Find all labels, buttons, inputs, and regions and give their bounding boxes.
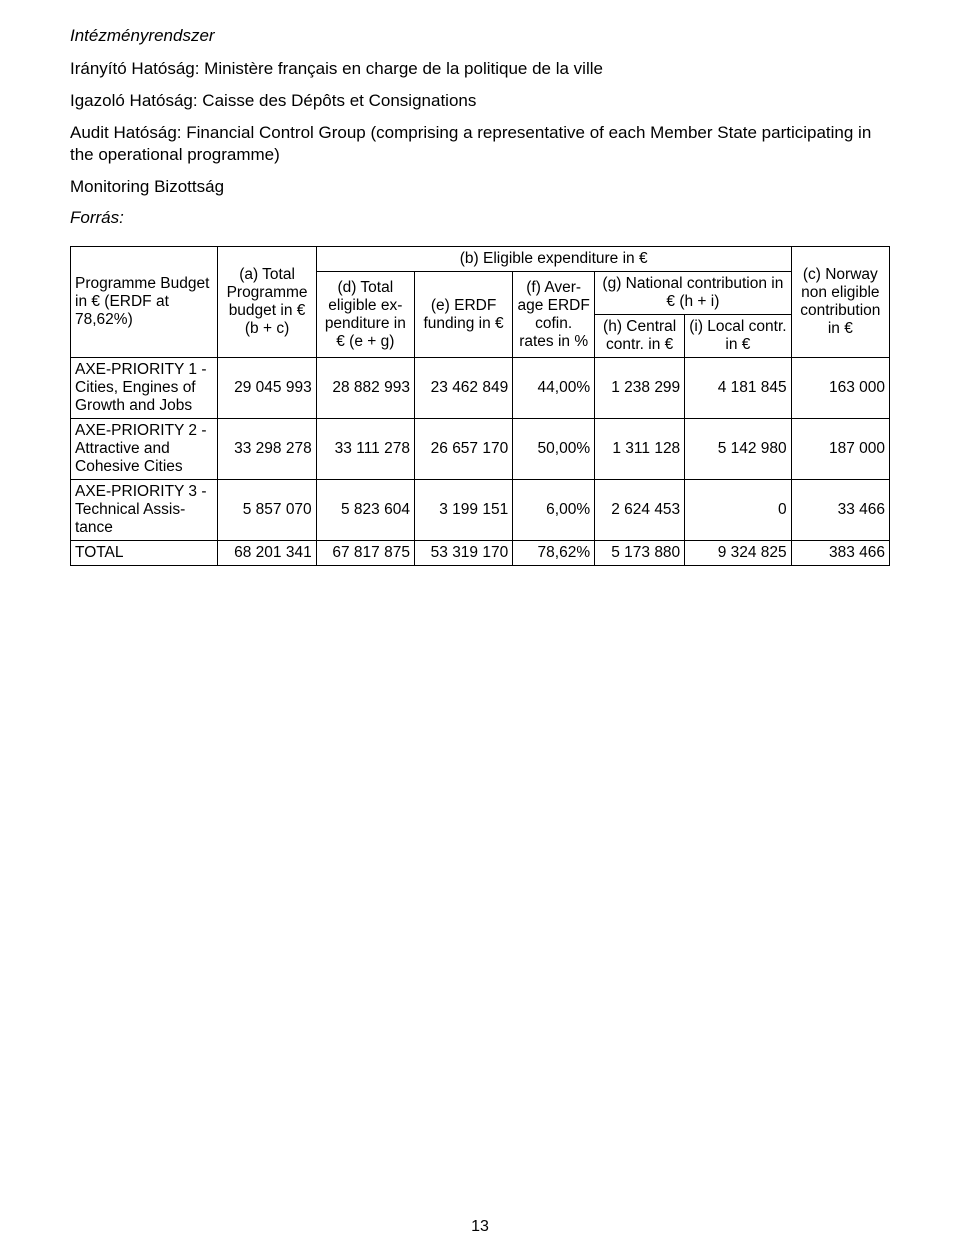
- cell-f: 50,00%: [513, 419, 595, 480]
- cell-i: 4 181 845: [685, 358, 791, 419]
- header-programme-budget: Programme Budget in € (ERDF at 78,62%): [71, 247, 218, 358]
- cell-i: 0: [685, 480, 791, 541]
- header-d-total-eligible: (d) Total eligible ex­penditure in € (e …: [316, 272, 414, 358]
- cell-a: 68 201 341: [218, 541, 316, 566]
- table-header: Programme Budget in € (ERDF at 78,62%) (…: [71, 247, 890, 358]
- body-line: Irányító Hatóság: Ministère français en …: [70, 58, 890, 80]
- body-line: Monitoring Bizottság: [70, 176, 890, 198]
- body-line: Audit Hatóság: Financial Control Group (…: [70, 122, 890, 166]
- cell-a: 5 857 070: [218, 480, 316, 541]
- row-label: AXE-PRIORITY 1 - Cities, Engines of Grow…: [71, 358, 218, 419]
- table-row-total: TOTAL 68 201 341 67 817 875 53 319 170 7…: [71, 541, 890, 566]
- cell-d: 28 882 993: [316, 358, 414, 419]
- page-number: 13: [0, 1218, 960, 1236]
- header-b-eligible-group: (b) Eligible expenditure in €: [316, 247, 791, 272]
- cell-i: 5 142 980: [685, 419, 791, 480]
- cell-e: 26 657 170: [414, 419, 512, 480]
- cell-d: 5 823 604: [316, 480, 414, 541]
- page: Intézményrendszer Irányító Hatóság: Mini…: [0, 0, 960, 1256]
- cell-d: 67 817 875: [316, 541, 414, 566]
- cell-f: 6,00%: [513, 480, 595, 541]
- cell-f: 44,00%: [513, 358, 595, 419]
- header-f-cofin-rate: (f) Aver­age ERDF cofin. rates in %: [513, 272, 595, 358]
- cell-e: 3 199 151: [414, 480, 512, 541]
- cell-a: 33 298 278: [218, 419, 316, 480]
- header-c-norway: (c) Norway non eligible contribution in …: [791, 247, 889, 358]
- cell-f: 78,62%: [513, 541, 595, 566]
- cell-a: 29 045 993: [218, 358, 316, 419]
- cell-c: 163 000: [791, 358, 889, 419]
- body-line: Igazoló Hatóság: Caisse des Dépôts et Co…: [70, 90, 890, 112]
- row-label: AXE-PRIORITY 2 - Attractive and Cohesive…: [71, 419, 218, 480]
- table-row: AXE-PRIORITY 3 - Technical Assis­tance 5…: [71, 480, 890, 541]
- table-row: AXE-PRIORITY 2 - Attractive and Cohesive…: [71, 419, 890, 480]
- row-label: AXE-PRIORITY 3 - Technical Assis­tance: [71, 480, 218, 541]
- cell-h: 1 238 299: [595, 358, 685, 419]
- row-label: TOTAL: [71, 541, 218, 566]
- cell-h: 5 173 880: [595, 541, 685, 566]
- budget-table: Programme Budget in € (ERDF at 78,62%) (…: [70, 246, 890, 566]
- cell-h: 2 624 453: [595, 480, 685, 541]
- table-row: AXE-PRIORITY 1 - Cities, Engines of Grow…: [71, 358, 890, 419]
- header-e-erdf-funding: (e) ERDF funding in €: [414, 272, 512, 358]
- header-h-central: (h) Central contr. in €: [595, 315, 685, 358]
- section-heading: Intézményrendszer: [70, 26, 890, 46]
- header-i-local: (i) Local contr. in €: [685, 315, 791, 358]
- cell-d: 33 111 278: [316, 419, 414, 480]
- cell-e: 23 462 849: [414, 358, 512, 419]
- header-g-national-group: (g) National contribution in € (h + i): [595, 272, 792, 315]
- header-a-total-budget: (a) Total Programme budget in € (b + c): [218, 247, 316, 358]
- cell-e: 53 319 170: [414, 541, 512, 566]
- cell-h: 1 311 128: [595, 419, 685, 480]
- cell-c: 187 000: [791, 419, 889, 480]
- cell-c: 33 466: [791, 480, 889, 541]
- cell-i: 9 324 825: [685, 541, 791, 566]
- table-body: AXE-PRIORITY 1 - Cities, Engines of Grow…: [71, 358, 890, 566]
- cell-c: 383 466: [791, 541, 889, 566]
- forras-label: Forrás:: [70, 208, 890, 228]
